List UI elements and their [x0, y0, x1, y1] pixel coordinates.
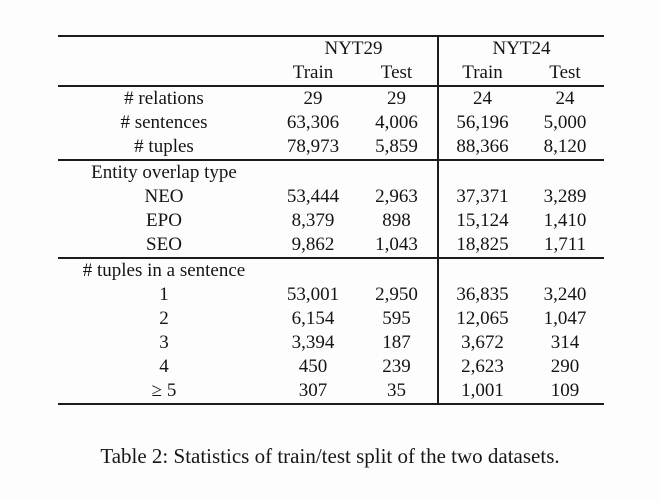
row-label: NEO	[144, 186, 184, 207]
cell-value: 314	[550, 332, 580, 353]
table-row: # tuples 78,973 5,859 88,366 8,120	[58, 135, 604, 160]
row-label: 2	[159, 308, 169, 329]
empty-cell	[526, 258, 604, 283]
subheader-nyt24-test: Test	[549, 62, 581, 83]
empty-cell	[270, 258, 356, 283]
cell-value: 15,124	[437, 209, 526, 233]
cell-value: 1,047	[543, 308, 587, 329]
cell-value: 450	[298, 356, 328, 377]
row-label: ≥ 5	[151, 380, 177, 401]
cell-value: 1,410	[543, 210, 587, 231]
cell-value: 2,623	[437, 355, 526, 379]
table-row: 1 53,001 2,950 36,835 3,240	[58, 283, 604, 307]
table-header: NYT29 NYT24 Train Test Train Test	[58, 36, 604, 86]
table-row: # sentences 63,306 4,006 56,196 5,000	[58, 111, 604, 135]
section-header-row: # tuples in a sentence	[58, 258, 604, 283]
statistics-table: NYT29 NYT24 Train Test Train Test # rela…	[58, 35, 604, 405]
cell-value: 24	[555, 88, 575, 109]
cell-value: 1,711	[543, 234, 587, 255]
cell-value: 4,006	[375, 112, 418, 133]
cell-value: 9,862	[291, 234, 335, 255]
cell-value: 56,196	[437, 111, 526, 135]
cell-value: 63,306	[286, 112, 340, 133]
cell-value: 78,973	[286, 136, 340, 157]
row-label: 3	[159, 332, 169, 353]
cell-value: 5,000	[543, 112, 587, 133]
table-row: ≥ 5 307 35 1,001 109	[58, 379, 604, 404]
table-row: 2 6,154 595 12,065 1,047	[58, 307, 604, 331]
table-row: 4 450 239 2,623 290	[58, 355, 604, 379]
section-header: Entity overlap type	[91, 162, 237, 183]
cell-value: 18,825	[437, 233, 526, 258]
table-row: SEO 9,862 1,043 18,825 1,711	[58, 233, 604, 258]
section-entity-overlap: Entity overlap type NEO 53,444 2,963 37,…	[58, 160, 604, 258]
row-label: SEO	[146, 234, 182, 255]
empty-cell	[270, 160, 356, 185]
column-group-nyt24: NYT24	[437, 36, 604, 61]
subheader-nyt29-train: Train	[292, 62, 334, 83]
subheader-nyt29-test: Test	[380, 62, 413, 83]
empty-cell	[356, 258, 438, 283]
cell-value: 35	[387, 380, 406, 401]
cell-value: 8,120	[543, 136, 587, 157]
cell-value: 53,001	[286, 284, 340, 305]
cell-value: 37,371	[437, 185, 526, 209]
cell-value: 2,963	[375, 186, 418, 207]
empty-cell	[356, 160, 438, 185]
cell-value: 5,859	[375, 136, 418, 157]
cell-value: 187	[382, 332, 411, 353]
table-caption: Table 2: Statistics of train/test split …	[100, 444, 560, 468]
table-row: 3 3,394 187 3,672 314	[58, 331, 604, 355]
group-header-row: NYT29 NYT24	[58, 36, 604, 61]
cell-value: 29	[303, 88, 323, 109]
cell-value: 307	[298, 380, 328, 401]
cell-value: 3,289	[543, 186, 587, 207]
cell-value: 88,366	[437, 135, 526, 160]
cell-value: 2,950	[375, 284, 418, 305]
column-group-nyt29: NYT29	[324, 38, 383, 59]
cell-value: 898	[382, 210, 411, 231]
section-header-row: Entity overlap type	[58, 160, 604, 185]
row-label: 4	[159, 356, 169, 377]
cell-value: 36,835	[437, 283, 526, 307]
row-label: EPO	[146, 210, 182, 231]
section-basic-stats: # relations 29 29 24 24 # sentences 63,3…	[58, 86, 604, 160]
cell-value: 6,154	[291, 308, 335, 329]
cell-value: 239	[382, 356, 411, 377]
empty-cell	[437, 160, 526, 185]
section-header: # tuples in a sentence	[82, 260, 246, 281]
row-label: # sentences	[120, 112, 208, 133]
cell-value: 3,394	[291, 332, 335, 353]
row-label: # relations	[124, 88, 204, 109]
empty-corner-cell	[58, 36, 270, 61]
empty-cell	[526, 160, 604, 185]
cell-value: 3,240	[543, 284, 587, 305]
cell-value: 8,379	[291, 210, 335, 231]
empty-cell	[437, 258, 526, 283]
subheader-nyt24-train: Train	[437, 61, 526, 86]
row-label: # tuples	[134, 136, 194, 157]
cell-value: 290	[550, 356, 580, 377]
table-row: EPO 8,379 898 15,124 1,410	[58, 209, 604, 233]
row-label: 1	[159, 284, 169, 305]
empty-corner-cell	[58, 61, 270, 86]
cell-value: 3,672	[437, 331, 526, 355]
subheader-row: Train Test Train Test	[58, 61, 604, 86]
cell-value: 1,001	[437, 379, 526, 404]
cell-value: 1,043	[375, 234, 418, 255]
cell-value: 595	[382, 308, 411, 329]
cell-value: 12,065	[437, 307, 526, 331]
section-tuples-per-sentence: # tuples in a sentence 1 53,001 2,950 36…	[58, 258, 604, 404]
cell-value: 29	[387, 88, 406, 109]
table-row: # relations 29 29 24 24	[58, 86, 604, 111]
cell-value: 109	[550, 380, 580, 401]
cell-value: 24	[437, 86, 526, 111]
cell-value: 53,444	[286, 186, 340, 207]
table-row: NEO 53,444 2,963 37,371 3,289	[58, 185, 604, 209]
